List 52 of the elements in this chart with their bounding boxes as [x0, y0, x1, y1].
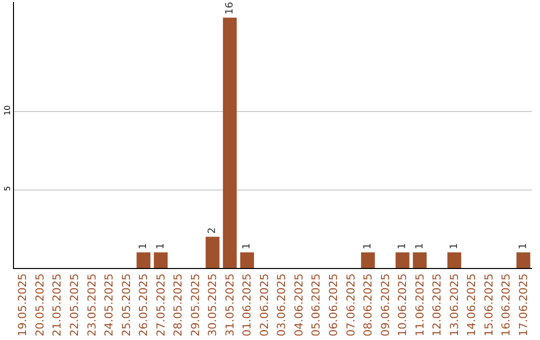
- x-tick-label: 13.06.2025: [448, 273, 461, 336]
- x-tick-label: 04.06.2025: [292, 273, 306, 336]
- x-tick-label: 09.06.2025: [378, 273, 392, 336]
- x-tick-label: 10.06.2025: [396, 273, 410, 336]
- bar: [222, 18, 237, 268]
- x-tick-label: 30.05.2025: [206, 273, 220, 336]
- bar: [206, 236, 220, 268]
- data-label: 1: [414, 242, 426, 250]
- x-tick-label: 24.05.2025: [102, 273, 116, 336]
- bar: [396, 252, 410, 268]
- data-label: 1: [362, 242, 374, 250]
- x-tick-label: 05.06.2025: [310, 273, 323, 336]
- bar: [136, 252, 150, 268]
- data-label: 1: [518, 242, 529, 250]
- bar: [447, 252, 462, 268]
- x-tick-label: 31.05.2025: [223, 273, 236, 336]
- x-tick-label: 19.05.2025: [16, 273, 30, 336]
- x-tick-label: 17.06.2025: [516, 273, 530, 336]
- bar: [240, 252, 254, 268]
- y-tick-label: 10: [2, 105, 12, 116]
- x-tick-label: 26.05.2025: [137, 273, 150, 336]
- x-tick-label: 23.05.2025: [85, 273, 98, 336]
- data-label: 1: [138, 242, 149, 250]
- x-tick-label: 16.06.2025: [500, 273, 513, 336]
- x-tick-label: 03.06.2025: [275, 273, 288, 336]
- bar: [154, 252, 168, 268]
- x-tick-label: 28.05.2025: [172, 273, 185, 336]
- data-label: 2: [207, 227, 218, 234]
- x-tick-label: 06.06.2025: [327, 273, 340, 336]
- x-tick-label: 21.05.2025: [50, 273, 64, 336]
- x-tick-label: 15.06.2025: [482, 273, 496, 336]
- x-tick-label: 29.05.2025: [188, 273, 202, 336]
- x-tick-label: 25.05.2025: [120, 273, 133, 336]
- data-label: 1: [448, 242, 460, 250]
- bar: [412, 252, 427, 268]
- data-label: 1: [155, 242, 166, 250]
- x-tick-label: 01.06.2025: [240, 273, 254, 336]
- data-label: 1: [242, 242, 253, 250]
- x-tick-label: 02.06.2025: [258, 273, 271, 336]
- bar: [361, 252, 375, 268]
- y-tick-label: 5: [2, 186, 12, 192]
- x-tick-label: 27.05.2025: [154, 273, 168, 336]
- x-tick-label: 07.06.2025: [344, 273, 358, 336]
- x-tick-label: 08.06.2025: [362, 273, 375, 336]
- x-tick-label: 12.06.2025: [430, 273, 444, 336]
- bar: [516, 252, 530, 268]
- x-tick-label: 22.05.2025: [68, 273, 82, 336]
- x-tick-label: 20.05.2025: [33, 273, 46, 336]
- x-tick-label: 14.06.2025: [465, 273, 478, 336]
- data-label: 1: [397, 242, 408, 250]
- data-label: 16: [224, 2, 236, 15]
- x-tick-label: 11.06.2025: [413, 273, 426, 336]
